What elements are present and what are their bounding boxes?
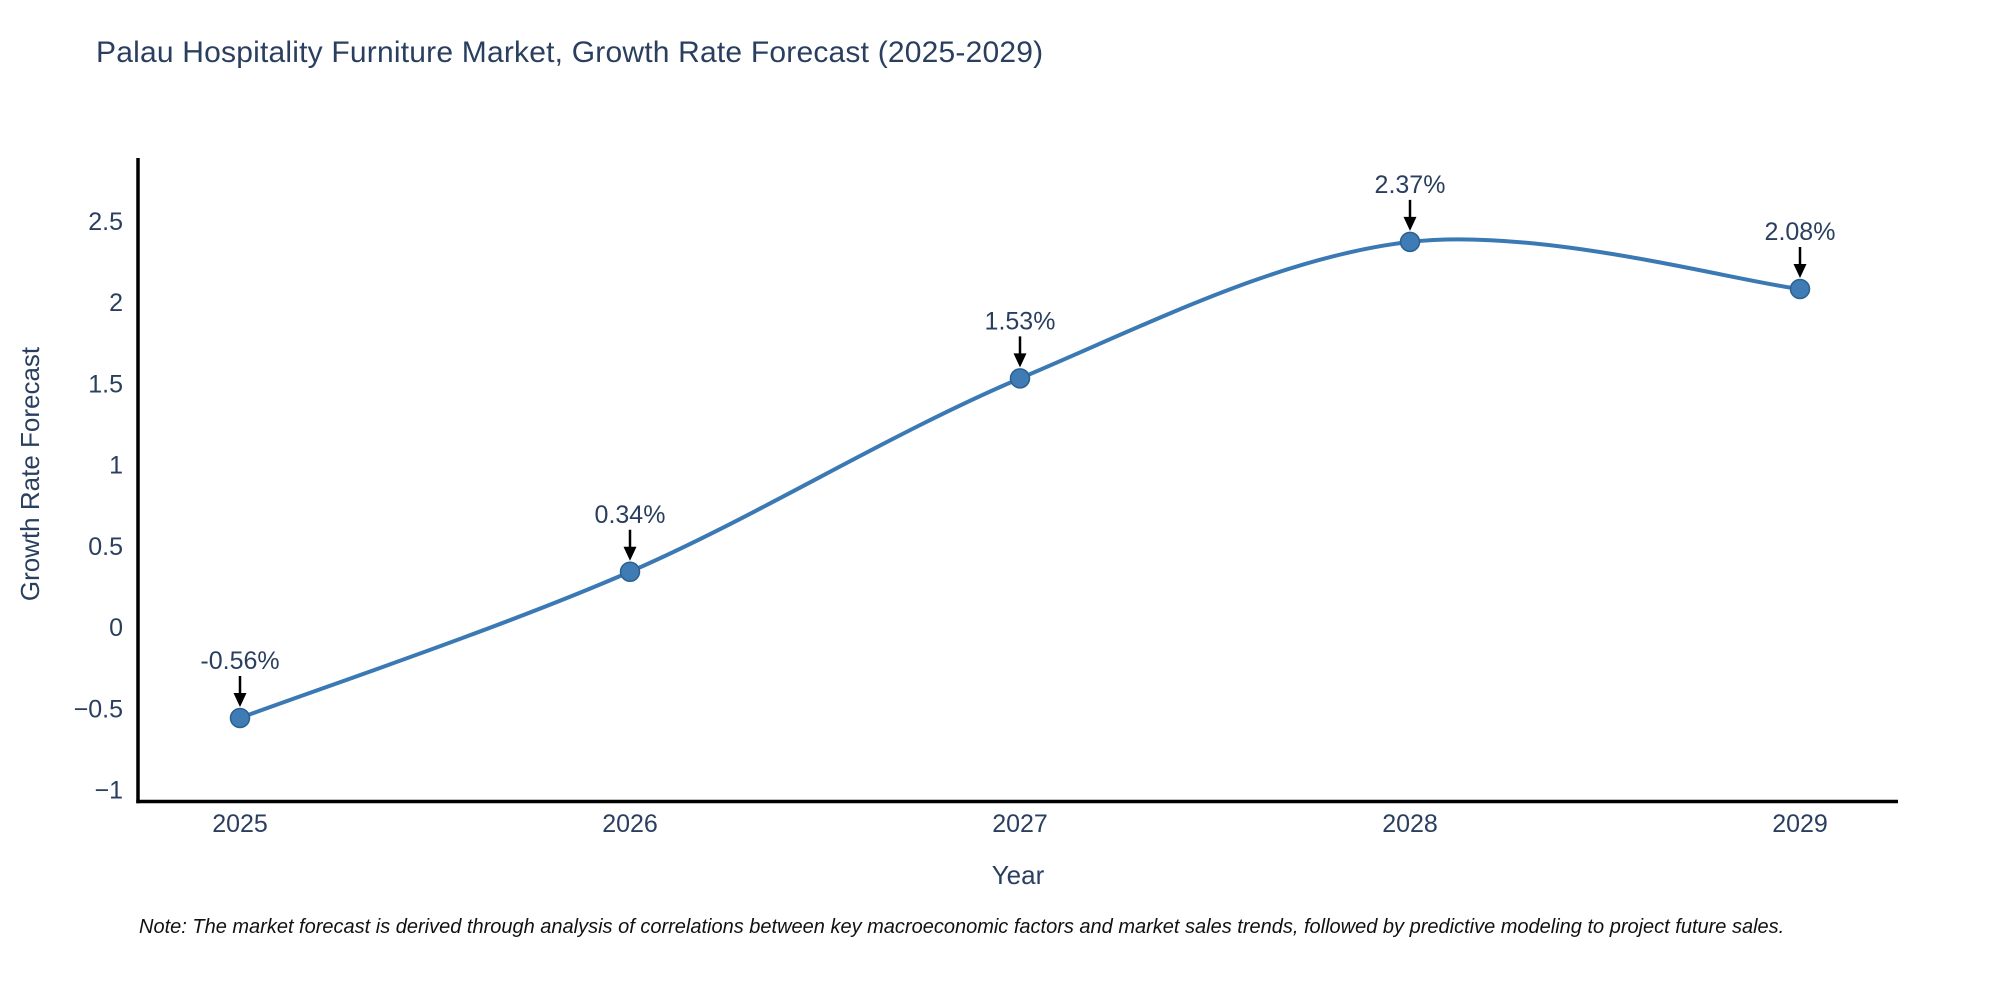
data-point bbox=[229, 707, 251, 729]
footnote: Note: The market forecast is derived thr… bbox=[139, 916, 1785, 938]
y-tick-label: −0.5 bbox=[74, 695, 123, 723]
annotation-label: 1.53% bbox=[985, 307, 1056, 335]
annotation-arrowhead bbox=[623, 546, 637, 561]
y-tick-label: −1 bbox=[94, 777, 123, 805]
chart-title: Palau Hospitality Furniture Market, Grow… bbox=[96, 36, 1044, 69]
data-point bbox=[1009, 368, 1031, 389]
data-point bbox=[619, 561, 641, 582]
annotation-label: -0.56% bbox=[200, 647, 279, 675]
y-axis-label: Growth Rate Forecast bbox=[15, 346, 45, 601]
y-tick-label: 1.5 bbox=[88, 370, 123, 398]
y-tick-label: 0 bbox=[109, 614, 123, 642]
y-tick-label: 2.5 bbox=[88, 208, 123, 236]
x-axis-label: Year bbox=[992, 860, 1045, 890]
x-tick-label: 2027 bbox=[992, 810, 1048, 838]
annotation-arrowhead bbox=[1793, 264, 1807, 278]
data-point bbox=[1789, 278, 1811, 300]
x-tick-label: 2028 bbox=[1382, 810, 1438, 838]
x-tick-label: 2026 bbox=[602, 810, 658, 838]
y-tick-label: 1 bbox=[109, 452, 123, 480]
annotation-arrowhead bbox=[233, 693, 247, 707]
x-tick-label: 2029 bbox=[1772, 810, 1828, 838]
x-tick-label: 2025 bbox=[212, 810, 268, 838]
annotation-arrowhead bbox=[1013, 353, 1027, 368]
annotation-label: 2.37% bbox=[1375, 171, 1446, 199]
y-tick-label: 0.5 bbox=[88, 533, 123, 561]
data-point bbox=[1399, 231, 1421, 253]
annotation-arrowhead bbox=[1403, 216, 1417, 231]
annotation-label: 0.34% bbox=[595, 501, 666, 529]
y-tick-label: 2 bbox=[109, 289, 123, 317]
annotation-label: 2.08% bbox=[1765, 218, 1836, 246]
